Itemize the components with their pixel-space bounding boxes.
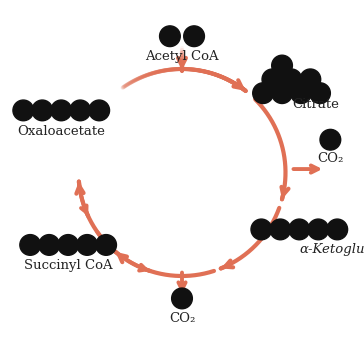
Circle shape [172, 288, 192, 309]
Circle shape [159, 26, 180, 47]
Circle shape [289, 219, 310, 240]
Circle shape [320, 129, 341, 150]
Circle shape [308, 219, 329, 240]
Text: Acetyl CoA: Acetyl CoA [145, 50, 219, 63]
Circle shape [39, 235, 60, 255]
Circle shape [32, 100, 53, 121]
Circle shape [262, 69, 283, 90]
Circle shape [20, 235, 40, 255]
Text: CO₂: CO₂ [317, 152, 344, 166]
Circle shape [300, 69, 321, 90]
Text: Oxaloacetate: Oxaloacetate [17, 125, 105, 138]
Circle shape [291, 83, 311, 104]
Circle shape [13, 100, 33, 121]
Circle shape [77, 235, 98, 255]
Circle shape [272, 55, 292, 76]
Circle shape [184, 26, 205, 47]
Text: α-Ketoglutarate: α-Ketoglutarate [299, 243, 364, 256]
Circle shape [270, 219, 291, 240]
Circle shape [251, 219, 272, 240]
Circle shape [89, 100, 110, 121]
Circle shape [327, 219, 348, 240]
Circle shape [272, 83, 292, 104]
Circle shape [96, 235, 116, 255]
Text: CO₂: CO₂ [169, 312, 195, 325]
Circle shape [281, 69, 302, 90]
Circle shape [70, 100, 91, 121]
Circle shape [51, 100, 72, 121]
Circle shape [253, 83, 273, 104]
Text: Succinyl CoA: Succinyl CoA [24, 259, 112, 273]
Text: Citrate: Citrate [292, 98, 339, 111]
Circle shape [58, 235, 79, 255]
Circle shape [310, 83, 331, 104]
